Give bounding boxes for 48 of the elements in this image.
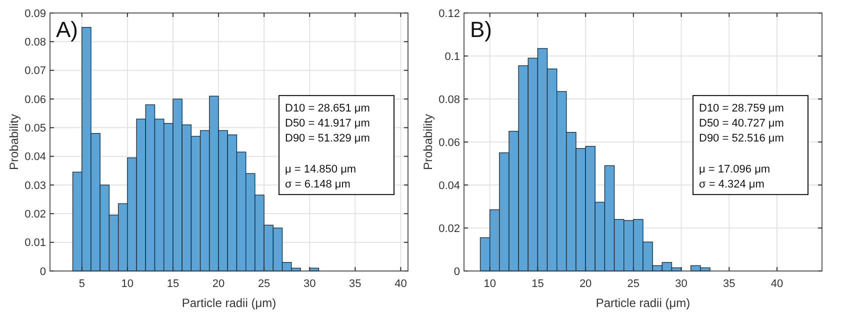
x-tick-label: 30 (303, 278, 316, 290)
x-tick-label: 5 (78, 278, 85, 290)
y-tick-label: 0.09 (24, 8, 46, 20)
y-axis-title: Probability (7, 114, 21, 170)
x-tick-label: 10 (484, 278, 496, 290)
x-tick-label: 25 (258, 278, 270, 290)
y-tick-label: 0.02 (438, 222, 460, 235)
annotation: μ = 14.850 μm (285, 164, 356, 176)
y-tick-label: 0.04 (438, 180, 460, 192)
y-tick-label: 0.04 (24, 151, 46, 164)
y-tick-label: 0.05 (24, 122, 46, 135)
annotation: σ = 4.324 μm (699, 178, 764, 191)
y-tick-label: 0.08 (438, 94, 460, 106)
y-axis-title: Probability (421, 114, 435, 170)
annotation: B) (470, 17, 492, 42)
x-tick-label: 15 (166, 278, 180, 290)
y-tick-label: 0.06 (438, 136, 460, 149)
x-tick-label: 30 (675, 278, 688, 290)
y-tick-label: 0.02 (24, 208, 46, 221)
x-tick-label: 15 (532, 278, 544, 290)
x-tick-label: 20 (579, 278, 592, 290)
y-tick-label: 0.08 (24, 36, 46, 49)
annotation: D10 = 28.759 μm (699, 102, 784, 115)
annotation: D10 = 28.651 μm (285, 102, 370, 115)
annotation: A) (56, 17, 78, 42)
annotation: μ = 17.096 μm (699, 164, 770, 176)
annotation: D90 = 51.329 μm (285, 132, 370, 145)
y-tick-label: 0.01 (24, 237, 46, 250)
y-tick-label: 0.1 (444, 50, 460, 63)
x-axis-title: Particle radii (μm) (182, 296, 276, 310)
x-tick-label: 20 (212, 278, 225, 290)
x-axis-title: Particle radii (μm) (596, 296, 690, 310)
x-tick-label: 35 (723, 278, 736, 290)
y-tick-label: 0 (40, 266, 46, 278)
annotation: D90 = 52.516 μm (699, 132, 784, 145)
annotation: D50 = 41.917 μm (285, 118, 370, 130)
x-tick-label: 40 (394, 278, 407, 290)
annotation: σ = 6.148 μm (285, 178, 350, 191)
x-tick-label: 10 (121, 278, 134, 290)
x-tick-label: 40 (770, 278, 784, 290)
x-tick-label: 25 (627, 278, 640, 290)
y-tick-label: 0.03 (24, 180, 46, 192)
y-tick-label: 0.12 (438, 8, 460, 20)
y-tick-label: 0 (454, 266, 460, 278)
y-tick-label: 0.07 (24, 65, 46, 78)
x-tick-label: 35 (349, 278, 362, 290)
y-tick-label: 0.06 (24, 94, 46, 106)
annotation: D50 = 40.727 μm (699, 118, 784, 130)
